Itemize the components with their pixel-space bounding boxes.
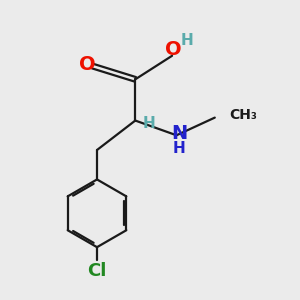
Text: H: H (180, 33, 193, 48)
Text: H: H (173, 141, 186, 156)
Text: N: N (171, 124, 188, 143)
Text: O: O (165, 40, 182, 59)
Text: H: H (142, 116, 155, 131)
Text: Cl: Cl (87, 262, 107, 280)
Text: CH₃: CH₃ (230, 108, 257, 122)
Text: O: O (79, 55, 96, 74)
